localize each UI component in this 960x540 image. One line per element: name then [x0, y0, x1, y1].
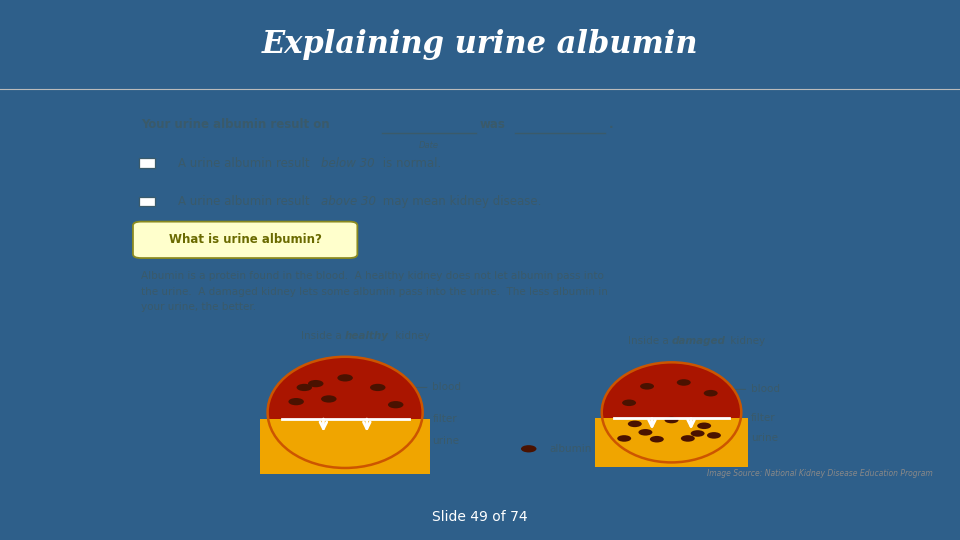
Text: Slide 49 of 74: Slide 49 of 74: [432, 510, 528, 524]
Text: filter: filter: [731, 414, 776, 423]
Circle shape: [617, 435, 631, 442]
Text: healthy: healthy: [346, 330, 389, 341]
Circle shape: [622, 400, 636, 406]
Text: A urine albumin result: A urine albumin result: [178, 195, 313, 208]
Text: Inside a: Inside a: [628, 336, 672, 346]
FancyBboxPatch shape: [139, 158, 156, 168]
Text: damaged: damaged: [672, 336, 726, 346]
Circle shape: [681, 435, 695, 442]
Text: albumin: albumin: [549, 444, 591, 454]
Circle shape: [288, 398, 304, 406]
Text: is normal.: is normal.: [379, 157, 442, 170]
Text: may mean kidney disease.: may mean kidney disease.: [379, 195, 541, 208]
Circle shape: [690, 430, 705, 437]
Text: Date: Date: [419, 141, 439, 151]
Text: A urine albumin result: A urine albumin result: [178, 157, 313, 170]
Text: Your urine albumin result on: Your urine albumin result on: [141, 118, 329, 131]
Circle shape: [388, 401, 403, 408]
Circle shape: [297, 384, 312, 391]
Text: filter: filter: [410, 414, 457, 424]
Circle shape: [697, 422, 711, 429]
FancyBboxPatch shape: [139, 197, 156, 206]
Text: Image Source: National Kidney Disease Education Program: Image Source: National Kidney Disease Ed…: [707, 469, 933, 477]
Circle shape: [370, 384, 386, 391]
Text: Explaining urine albumin: Explaining urine albumin: [262, 29, 698, 60]
Circle shape: [321, 395, 337, 403]
Text: Albumin is a protein found in the blood.  A healthy kidney does not let albumin : Albumin is a protein found in the blood.…: [141, 272, 608, 312]
Bar: [260, 419, 430, 474]
Circle shape: [337, 374, 353, 381]
Ellipse shape: [602, 362, 741, 462]
Text: kidney: kidney: [393, 330, 431, 341]
Text: was: was: [480, 118, 506, 131]
Circle shape: [628, 421, 642, 427]
Circle shape: [308, 380, 324, 387]
Text: below 30: below 30: [321, 157, 374, 170]
Text: .: .: [609, 118, 613, 131]
Text: urine: urine: [406, 436, 460, 446]
Circle shape: [664, 417, 679, 423]
Ellipse shape: [602, 362, 741, 462]
Text: urine: urine: [727, 434, 779, 443]
Circle shape: [521, 445, 537, 453]
Ellipse shape: [268, 357, 422, 468]
Circle shape: [707, 432, 721, 438]
Text: above 30: above 30: [321, 195, 375, 208]
Circle shape: [638, 429, 653, 436]
Bar: [595, 418, 748, 468]
Circle shape: [640, 383, 654, 389]
Text: blood: blood: [414, 382, 462, 393]
FancyBboxPatch shape: [132, 221, 357, 258]
Text: kidney: kidney: [727, 336, 765, 346]
Text: blood: blood: [733, 384, 780, 394]
Text: What is urine albumin?: What is urine albumin?: [169, 233, 322, 246]
Circle shape: [677, 379, 691, 386]
Ellipse shape: [268, 357, 422, 468]
Text: Inside a: Inside a: [301, 330, 346, 341]
Circle shape: [650, 436, 663, 442]
Circle shape: [704, 390, 718, 396]
